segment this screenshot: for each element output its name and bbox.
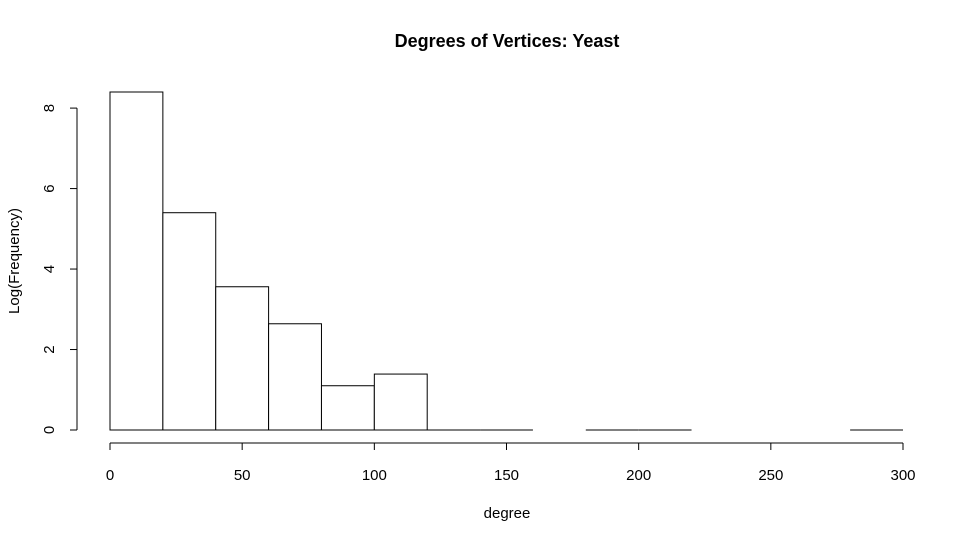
chart-title: Degrees of Vertices: Yeast <box>395 31 620 51</box>
histogram-bar <box>162 212 217 431</box>
histogram-bar <box>215 286 270 431</box>
x-tick-label: 200 <box>626 467 651 484</box>
y-tick-label: 0 <box>41 426 58 434</box>
x-axis-label: degree <box>484 505 531 522</box>
y-axis: 0 2 4 6 8 <box>41 104 78 434</box>
x-tick-label: 0 <box>106 467 114 484</box>
y-tick-label: 2 <box>41 345 58 353</box>
histogram-bar <box>109 91 164 431</box>
histogram-bar <box>373 373 428 431</box>
y-tick-label: 6 <box>41 184 58 192</box>
y-axis-label: Log(Frequency) <box>6 208 23 314</box>
x-axis: 0 50 100 150 200 250 300 <box>106 442 916 484</box>
x-tick-label: 250 <box>758 467 783 484</box>
x-tick-label: 300 <box>890 467 915 484</box>
bars-layer <box>109 91 903 431</box>
x-tick-label: 100 <box>362 467 387 484</box>
x-tick-label: 50 <box>234 467 251 484</box>
x-tick-label: 150 <box>494 467 519 484</box>
histogram-bar <box>268 323 322 431</box>
histogram-bar <box>320 385 375 431</box>
y-tick-label: 8 <box>41 104 58 112</box>
y-tick-label: 4 <box>41 265 58 273</box>
